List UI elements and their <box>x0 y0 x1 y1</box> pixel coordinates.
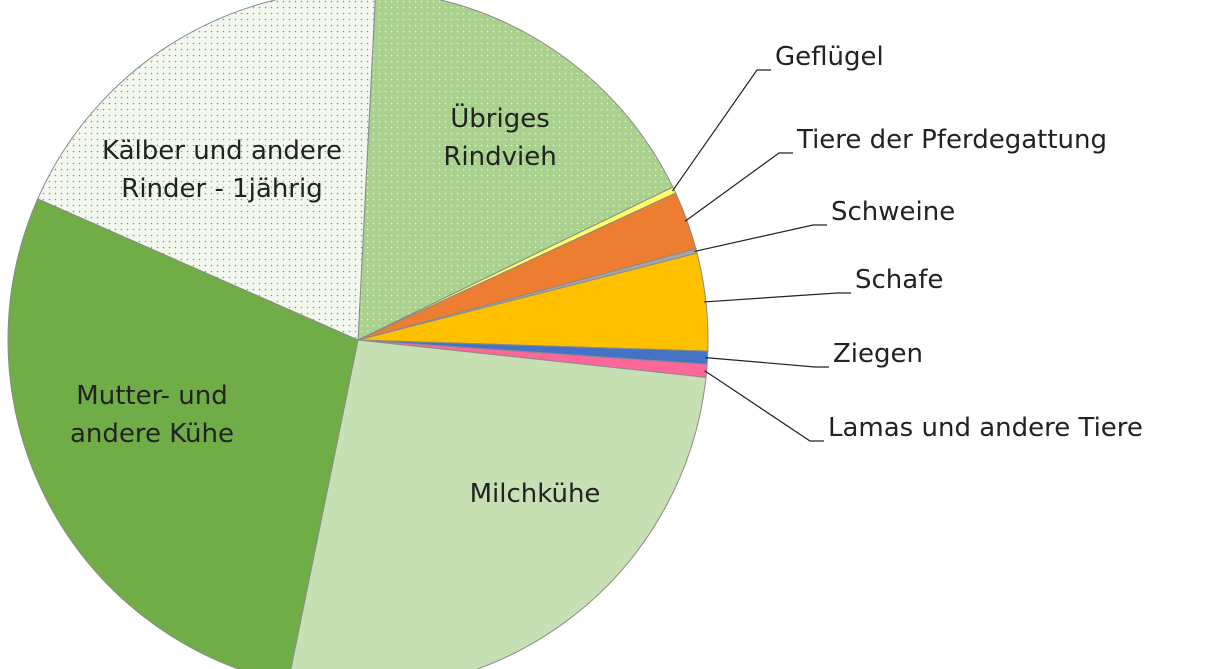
leader-line <box>703 292 851 303</box>
data-label: Schweine <box>831 197 956 227</box>
leader-line <box>671 69 771 192</box>
data-label: Tiere der Pferdegattung <box>797 125 1107 155</box>
pie-slice <box>7 198 359 669</box>
pie-slice <box>290 339 707 669</box>
data-label: Übriges Rindvieh <box>443 104 557 172</box>
leader-line <box>684 152 793 222</box>
data-label: Mutter- und andere Kühe <box>70 381 234 449</box>
data-label: Geflügel <box>775 42 884 72</box>
data-label: Milchkühe <box>469 479 601 509</box>
data-label: Kälber und andere Rinder - 1jährig <box>102 136 342 204</box>
data-label: Ziegen <box>833 339 924 369</box>
leader-line <box>694 224 827 253</box>
leader-line <box>704 370 824 442</box>
pie-slice <box>357 0 674 341</box>
data-label: Lamas und andere Tiere <box>828 413 1143 443</box>
data-label: Schafe <box>855 265 944 295</box>
pie-slice <box>37 0 376 341</box>
leader-line <box>705 357 829 368</box>
